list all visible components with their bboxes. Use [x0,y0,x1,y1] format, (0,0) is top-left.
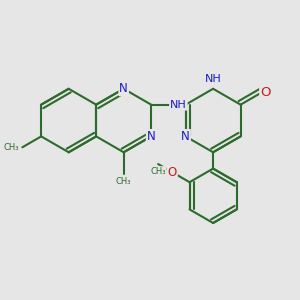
Text: CH₃: CH₃ [3,143,19,152]
Text: CH₃: CH₃ [116,177,131,186]
Text: NH: NH [205,74,221,84]
Text: O: O [260,86,271,99]
Text: NH: NH [170,100,187,110]
Text: N: N [181,130,190,143]
Text: CH₃: CH₃ [150,167,166,176]
Text: O: O [168,166,177,179]
Text: N: N [147,130,155,143]
Text: N: N [119,82,128,95]
